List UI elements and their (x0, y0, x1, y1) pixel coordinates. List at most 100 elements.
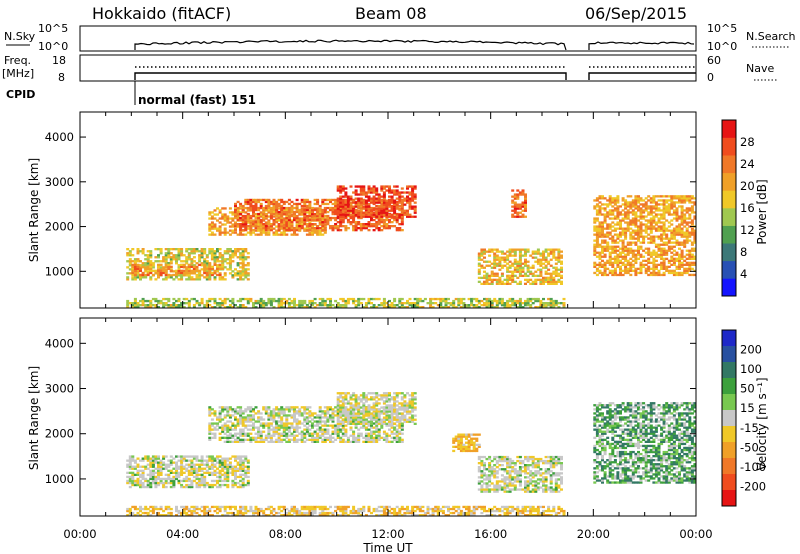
echo-cell (639, 225, 643, 228)
echo-cell (180, 306, 184, 309)
echo-cell (616, 257, 620, 260)
echo-cell (300, 227, 304, 230)
echo-cell (236, 225, 240, 228)
echo-cell (205, 270, 209, 273)
echo-cell (662, 265, 666, 268)
echo-cell (175, 469, 178, 472)
echo-cell (157, 471, 160, 474)
echo-cell (413, 306, 417, 309)
echo-cell (372, 199, 376, 202)
echo-cell (593, 221, 597, 224)
echo-cell (601, 235, 604, 238)
echo-cell (336, 201, 340, 204)
echo-cell (210, 457, 214, 460)
echo-cell (624, 253, 628, 256)
echo-cell (680, 263, 684, 266)
echo-cell (678, 205, 681, 208)
echo-cell (200, 475, 204, 479)
echo-cell (190, 471, 194, 474)
echo-cell (595, 237, 599, 240)
echo-cell (547, 282, 551, 285)
echo-cell (631, 235, 635, 238)
echo-cell (262, 223, 266, 226)
echo-cell (557, 268, 561, 271)
echo-cell (200, 455, 204, 458)
echo-cell (267, 206, 271, 210)
echo-cell (601, 241, 604, 244)
echo-cell (362, 205, 366, 208)
echo-cell (690, 205, 694, 208)
echo-cell (200, 297, 204, 301)
echo-cell (621, 233, 625, 236)
echo-cell (534, 280, 538, 283)
echo-cell (554, 302, 558, 305)
echo-cell (429, 306, 433, 309)
echo-cell (608, 247, 612, 250)
nave-label: Nave (746, 62, 774, 75)
echo-cell (187, 274, 191, 277)
echo-cell (621, 203, 625, 206)
echo-cell (146, 270, 150, 273)
echo-cell (536, 262, 540, 265)
echo-cell (495, 304, 499, 307)
echo-cell (298, 219, 302, 222)
echo-cell (549, 264, 553, 267)
echo-cell (595, 229, 599, 232)
echo-cell (506, 304, 510, 307)
echo-cell (287, 297, 291, 301)
echo-cell (308, 412, 312, 415)
echo-cell (185, 469, 189, 472)
echo-cell (239, 465, 243, 468)
echo-cell (293, 440, 296, 443)
echo-cell (172, 270, 176, 273)
echo-cell (495, 264, 499, 267)
echo-cell (352, 191, 356, 194)
echo-cell (244, 223, 248, 226)
echo-cell (667, 213, 671, 216)
echo-cell (151, 457, 155, 460)
echo-cell (210, 408, 214, 411)
echo-cell (657, 269, 661, 272)
y-tick-label: 2000 (45, 220, 74, 234)
echo-cell (603, 273, 607, 277)
echo-cell (157, 481, 160, 485)
echo-cell (488, 302, 492, 305)
echo-cell (221, 479, 225, 483)
echo-cell (354, 229, 358, 232)
echo-cell (372, 213, 376, 216)
echo-cell (210, 256, 214, 259)
echo-cell (680, 233, 684, 236)
echo-cell (303, 410, 307, 413)
echo-cell (690, 257, 694, 260)
echo-cell (241, 420, 245, 423)
echo-cell (285, 229, 289, 232)
echo-cell (216, 258, 219, 261)
echo-cell (239, 212, 243, 216)
echo-cell (352, 297, 356, 301)
echo-cell (293, 227, 296, 230)
echo-cell (513, 211, 517, 214)
echo-cell (257, 208, 261, 212)
echo-cell (606, 211, 610, 214)
echo-cell (336, 302, 340, 305)
echo-cell (192, 250, 196, 253)
echo-cell (262, 406, 266, 409)
echo-cell (683, 239, 687, 242)
echo-cell (208, 422, 212, 425)
echo-cell (323, 223, 327, 226)
echo-cell (313, 420, 317, 423)
echo-cell (172, 256, 176, 259)
echo-cell (634, 223, 638, 226)
echo-cell (380, 199, 384, 202)
echo-cell (164, 465, 168, 468)
echo-cell (216, 273, 219, 277)
echo-cell (275, 214, 279, 218)
echo-cell (159, 269, 163, 272)
echo-cell (595, 231, 599, 234)
echo-cell (210, 248, 214, 251)
echo-cell (680, 257, 684, 260)
echo-cell (285, 213, 289, 216)
echo-cell (388, 299, 391, 303)
echo-cell (329, 225, 332, 228)
echo-cell (647, 261, 651, 264)
